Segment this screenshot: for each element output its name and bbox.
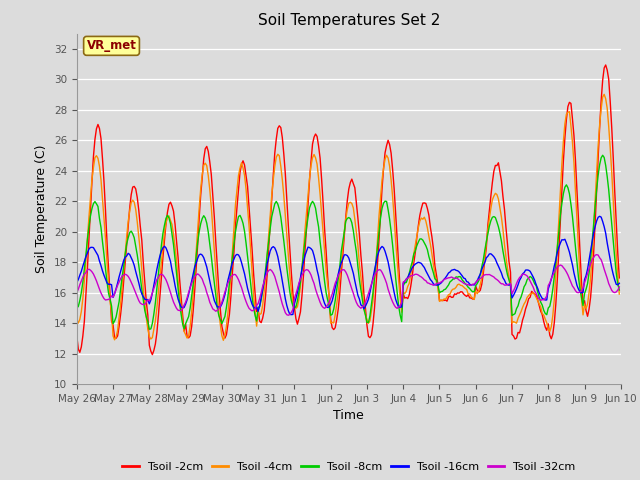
Text: VR_met: VR_met (86, 39, 136, 52)
Line: Tsoil -8cm: Tsoil -8cm (77, 155, 620, 329)
Tsoil -32cm (73, 289, 81, 295)
Tsoil -2cm (587, 294, 595, 300)
Tsoil -32cm (235, 277, 243, 283)
Tsoil -2cm (264, 271, 271, 277)
Line: Tsoil -2cm: Tsoil -2cm (77, 65, 620, 355)
Tsoil -2cm (616, 275, 623, 281)
Tsoil -32cm (253, 302, 260, 308)
Tsoil -2cm (312, 131, 319, 137)
Tsoil -4cm (73, 317, 81, 323)
Tsoil -32cm (285, 312, 292, 318)
Tsoil -4cm (220, 337, 227, 343)
Tsoil -2cm (236, 169, 244, 175)
Tsoil -8cm (264, 251, 271, 257)
X-axis label: Time: Time (333, 409, 364, 422)
Tsoil -4cm (312, 155, 319, 161)
Tsoil -32cm (616, 284, 623, 290)
Tsoil -16cm (616, 280, 623, 286)
Y-axis label: Soil Temperature (C): Soil Temperature (C) (35, 144, 48, 273)
Tsoil -16cm (312, 260, 319, 265)
Tsoil -4cm (264, 252, 271, 258)
Tsoil -8cm (616, 287, 623, 293)
Tsoil -4cm (600, 92, 608, 97)
Tsoil -32cm (140, 302, 147, 308)
Tsoil -16cm (287, 312, 295, 317)
Tsoil -8cm (236, 213, 244, 218)
Title: Soil Temperatures Set 2: Soil Temperatures Set 2 (258, 13, 440, 28)
Tsoil -16cm (262, 270, 269, 276)
Tsoil -8cm (599, 152, 607, 158)
Tsoil -8cm (140, 297, 147, 302)
Tsoil -8cm (587, 255, 595, 261)
Tsoil -16cm (235, 252, 243, 258)
Tsoil -2cm (148, 352, 156, 358)
Tsoil -4cm (236, 165, 244, 171)
Tsoil -16cm (596, 214, 604, 219)
Tsoil -4cm (616, 291, 623, 297)
Line: Tsoil -16cm: Tsoil -16cm (77, 216, 620, 314)
Tsoil -4cm (140, 286, 147, 292)
Tsoil -4cm (587, 275, 595, 281)
Tsoil -4cm (254, 309, 262, 315)
Tsoil -32cm (593, 252, 600, 258)
Tsoil -2cm (602, 62, 609, 68)
Line: Tsoil -32cm: Tsoil -32cm (77, 255, 620, 315)
Tsoil -16cm (587, 248, 595, 254)
Tsoil -32cm (312, 287, 319, 292)
Tsoil -2cm (73, 333, 81, 339)
Tsoil -8cm (145, 326, 153, 332)
Tsoil -32cm (587, 261, 595, 267)
Tsoil -16cm (140, 294, 147, 300)
Tsoil -8cm (254, 305, 262, 311)
Tsoil -2cm (140, 260, 147, 265)
Tsoil -2cm (254, 306, 262, 312)
Tsoil -16cm (73, 280, 81, 286)
Tsoil -32cm (262, 274, 269, 279)
Line: Tsoil -4cm: Tsoil -4cm (77, 95, 620, 340)
Tsoil -8cm (73, 305, 81, 311)
Tsoil -8cm (312, 205, 319, 211)
Legend: Tsoil -2cm, Tsoil -4cm, Tsoil -8cm, Tsoil -16cm, Tsoil -32cm: Tsoil -2cm, Tsoil -4cm, Tsoil -8cm, Tsoi… (118, 457, 580, 477)
Tsoil -16cm (253, 304, 260, 310)
